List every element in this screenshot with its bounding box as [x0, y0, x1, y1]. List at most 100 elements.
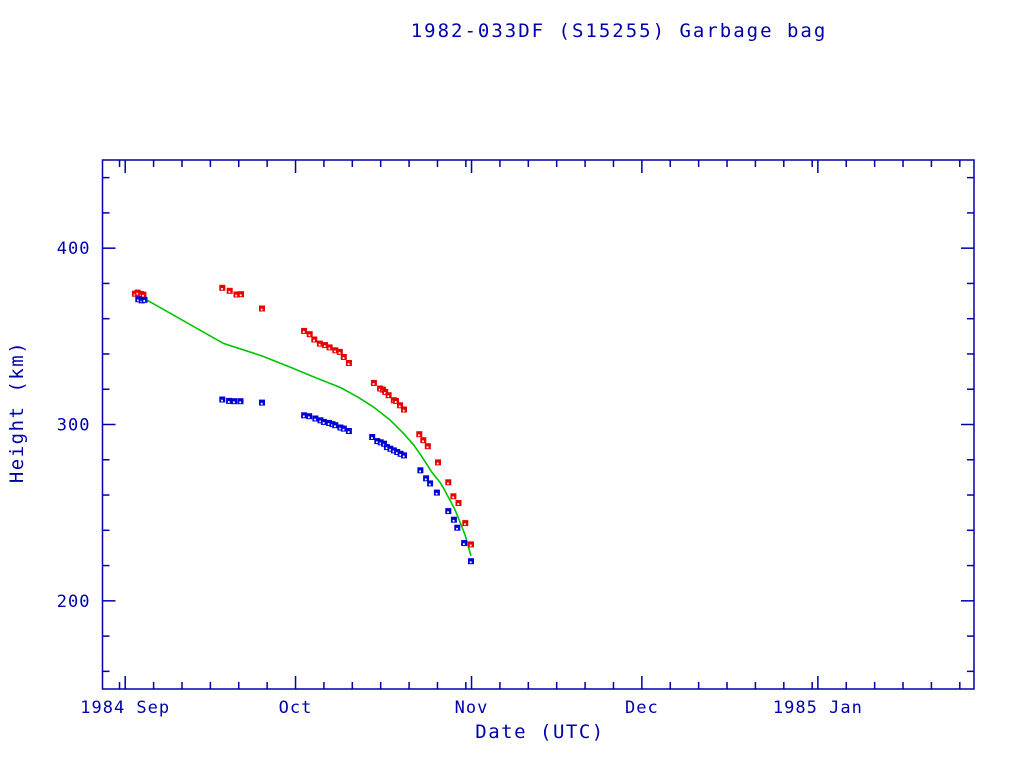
- blue-square-marker: [423, 475, 430, 482]
- red-square-marker-dot: [318, 343, 321, 346]
- blue-square-marker: [374, 438, 381, 445]
- blue-square-marker: [383, 444, 390, 451]
- red-square-marker-dot: [469, 544, 472, 547]
- plot-frame: [101, 159, 975, 690]
- red-square-marker: [382, 388, 389, 395]
- blue-square-marker: [312, 415, 319, 422]
- red-square-marker-dot: [260, 308, 263, 311]
- blue-square-marker-dot: [428, 483, 431, 486]
- red-square-marker-dot: [378, 388, 381, 391]
- blue-square-marker: [332, 422, 339, 429]
- red-square-marker-dot: [308, 334, 311, 337]
- blue-square-marker-dot: [435, 492, 438, 495]
- blue-square-marker: [337, 424, 344, 431]
- red-square-marker-dot: [235, 294, 238, 297]
- red-square-marker-dot: [464, 523, 466, 526]
- red-square-marker: [140, 291, 147, 298]
- blue-square-marker-dot: [452, 519, 455, 522]
- red-square-marker-dot: [422, 440, 424, 443]
- blue-square-marker-dot: [402, 455, 405, 458]
- red-square-marker: [316, 340, 323, 347]
- red-square-marker: [397, 402, 403, 409]
- chart-title: 1982-033DF (S15255) Garbage bag: [410, 20, 828, 42]
- blue-square-marker: [326, 419, 332, 426]
- mean-height-line: [145, 298, 472, 557]
- red-square-marker-dot: [239, 294, 242, 297]
- red-square-marker-dot: [372, 383, 375, 385]
- blue-square-marker-dot: [419, 470, 421, 473]
- red-square-marker: [462, 520, 469, 527]
- blue-square-marker: [320, 418, 327, 425]
- red-square-marker: [259, 305, 265, 312]
- blue-square-marker-dot: [379, 442, 382, 445]
- red-square-marker-dot: [447, 482, 449, 485]
- blue-square-marker: [377, 439, 384, 446]
- blue-square-marker-dot: [260, 402, 263, 405]
- red-square-marker: [340, 354, 347, 360]
- blue-square-marker-dot: [327, 423, 330, 425]
- y-tick-label: 400: [57, 239, 91, 259]
- blue-square-marker-dot: [137, 299, 139, 302]
- blue-square-marker-dot: [339, 427, 341, 430]
- red-square-marker: [468, 541, 474, 548]
- red-square-marker-dot: [136, 292, 139, 295]
- blue-square-marker: [417, 467, 424, 474]
- red-square-marker: [455, 500, 462, 506]
- blue-square-marker: [301, 412, 308, 419]
- red-square-marker-dot: [338, 352, 341, 354]
- blue-square-marker-dot: [347, 431, 350, 433]
- blue-square-marker: [397, 450, 404, 457]
- blue-square-marker-dot: [227, 401, 230, 403]
- blue-square-marker: [445, 508, 452, 515]
- blue-square-marker: [401, 452, 407, 459]
- red-square-marker-dot: [221, 288, 223, 290]
- blue-square-marker-dot: [221, 399, 223, 402]
- red-square-marker: [385, 392, 392, 399]
- red-square-marker: [219, 284, 226, 291]
- blue-square-marker-dot: [308, 416, 310, 419]
- red-square-marker-dot: [142, 294, 144, 297]
- blue-square-marker: [141, 296, 148, 303]
- blue-square-marker-dot: [469, 561, 472, 564]
- x-axis-label: Date (UTC): [475, 721, 605, 743]
- red-square-marker: [301, 327, 308, 334]
- blue-square-marker: [226, 397, 233, 404]
- blue-square-marker-dot: [334, 425, 336, 428]
- red-square-marker-dot: [334, 350, 336, 353]
- blue-square-marker-dot: [233, 401, 235, 404]
- red-square-marker-dot: [313, 339, 315, 342]
- red-square-marker: [332, 347, 339, 354]
- red-square-marker-dot: [426, 446, 429, 449]
- blue-square-marker-dot: [456, 527, 458, 530]
- red-square-marker-dot: [328, 347, 331, 350]
- blue-square-marker-dot: [389, 448, 391, 451]
- blue-square-marker: [427, 480, 434, 487]
- blue-square-marker-dot: [376, 441, 378, 444]
- x-tick-label: Dec: [625, 698, 659, 718]
- red-square-marker: [435, 459, 441, 466]
- blue-square-marker: [231, 398, 238, 405]
- red-square-marker: [420, 437, 427, 444]
- red-square-marker: [134, 289, 141, 296]
- blue-square-marker-dot: [322, 422, 325, 424]
- red-square-marker-dot: [436, 462, 439, 465]
- blue-square-marker-dot: [447, 511, 449, 514]
- red-square-marker-dot: [402, 409, 405, 412]
- red-square-marker: [416, 431, 423, 438]
- red-square-marker: [370, 379, 377, 386]
- red-square-marker-dot: [387, 395, 390, 398]
- red-square-marker: [326, 344, 333, 351]
- blue-square-marker-dot: [385, 447, 388, 450]
- blue-square-marker-dot: [463, 543, 465, 545]
- red-square-marker: [306, 331, 313, 338]
- blue-square-marker-dot: [331, 424, 333, 427]
- red-square-marker-dot: [398, 405, 401, 408]
- red-square-marker-dot: [457, 503, 460, 505]
- red-square-marker: [238, 291, 244, 298]
- red-square-marker: [226, 287, 233, 294]
- blue-square-marker: [454, 524, 461, 531]
- red-square-marker-dot: [302, 331, 305, 333]
- red-square-marker: [311, 336, 318, 343]
